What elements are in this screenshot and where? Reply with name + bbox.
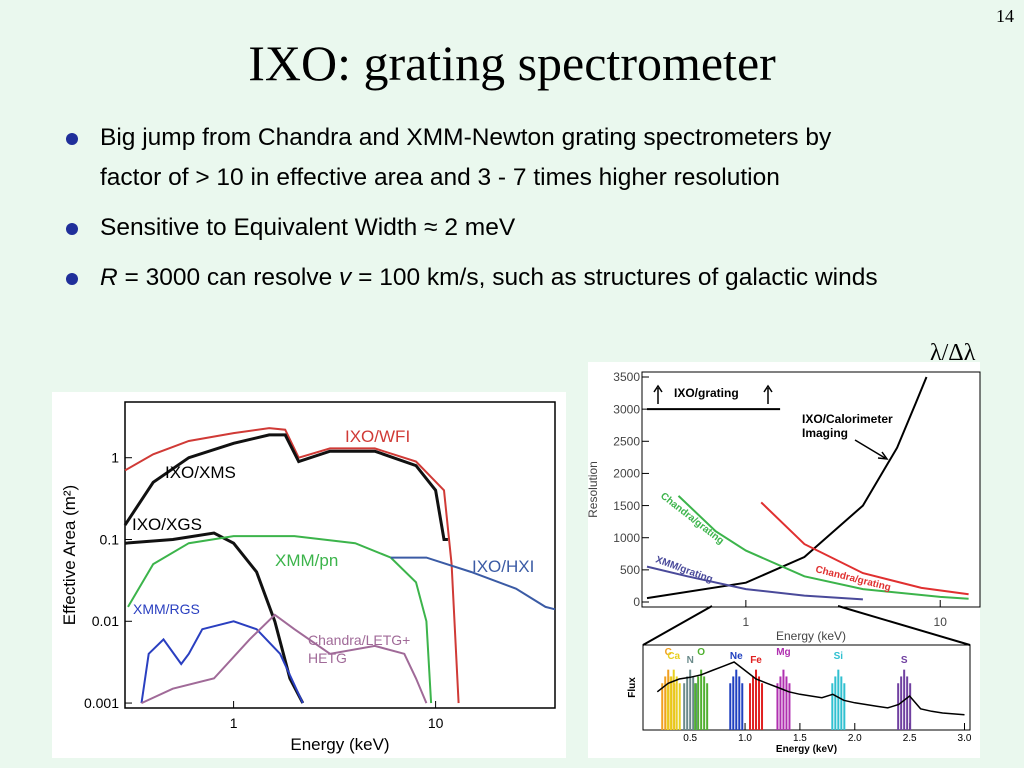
series-label: XMM/RGS [133, 601, 200, 617]
y-tick-label: 500 [620, 563, 640, 577]
series-line [646, 565, 863, 601]
series-line [677, 495, 969, 600]
bullet-text: = 100 km/s, such as structures of galact… [351, 264, 878, 291]
element-label: Fe [750, 655, 762, 666]
x-tick-label: 2.5 [903, 733, 917, 744]
series-label: IXO/Calorimeter Imaging [802, 412, 893, 440]
y-tick-label: 0.1 [100, 531, 120, 547]
spectrum-line [656, 661, 965, 716]
y-axis-label: Effective Area (m²) [60, 485, 79, 625]
element-label: Mg [776, 647, 790, 658]
y-axis-label: Flux [627, 677, 638, 698]
series-line [141, 613, 428, 705]
y-tick-label: 1 [111, 450, 119, 466]
x-tick-label: 10 [428, 715, 444, 731]
x-axis-label: Energy (keV) [290, 735, 389, 754]
bullet-text: Sensitive to Equivalent Width ≈ 2 meV [100, 214, 516, 241]
y-axis-label: Resolution [586, 461, 600, 518]
plot-frame [124, 401, 556, 709]
series-label: Chandra/LETG+ HETG [308, 632, 410, 666]
y-tick-label: 3500 [613, 370, 640, 384]
y-tick-label: 2000 [613, 467, 640, 481]
element-label: Ne [730, 651, 743, 662]
series-line [390, 556, 556, 611]
bullet-text: R [100, 264, 118, 291]
x-tick-label: 0.5 [683, 733, 697, 744]
y-tick-label: 0 [633, 595, 640, 609]
y-tick-label: 1000 [613, 531, 640, 545]
bullet-text: Big jump from Chandra and XMM-Newton gra… [100, 124, 832, 191]
element-label: O [697, 647, 705, 658]
element-label: S [901, 655, 908, 666]
element-label: Si [834, 651, 844, 662]
arrow [653, 384, 773, 404]
bullet-text: v [339, 264, 352, 291]
zoom-line [642, 605, 713, 646]
slide-title: IXO: grating spectrometer [248, 35, 776, 91]
series-line [123, 433, 448, 541]
page-number: 14 [996, 6, 1014, 26]
x-tick-label: 1 [743, 615, 750, 629]
element-label: C [665, 647, 672, 658]
series-label: IXO/XGS [132, 515, 202, 534]
series-line [646, 376, 928, 600]
series-line [124, 427, 460, 704]
series-label: IXO/WFI [345, 427, 410, 446]
series-label: IXO/HXI [472, 557, 534, 576]
y-tick-label: 2500 [613, 434, 640, 448]
series-label: IXO/XMS [165, 463, 236, 482]
x-tick-label: 3.0 [958, 733, 972, 744]
y-tick-label: 0.001 [84, 695, 119, 711]
bullet: R = 3000 can resolve v = 100 km/s, such … [60, 258, 880, 298]
y-tick-label: 1500 [613, 499, 640, 513]
series-line [140, 620, 304, 704]
x-axis-label: Energy (keV) [776, 629, 846, 643]
x-tick-label: 2.0 [848, 733, 862, 744]
element-label: Ca [667, 651, 680, 662]
series-line [127, 535, 433, 704]
bullet: Big jump from Chandra and XMM-Newton gra… [60, 118, 880, 198]
series-label: IXO/grating [674, 386, 739, 400]
x-tick-label: 1.5 [793, 733, 807, 744]
y-tick-label: 3000 [613, 402, 640, 416]
arrow [854, 439, 889, 460]
x-tick-label: 10 [934, 615, 948, 629]
x-axis-label: Energy (keV) [776, 744, 837, 755]
series-line [760, 501, 969, 596]
x-tick-label: 1.0 [738, 733, 752, 744]
zoom-line [837, 605, 971, 646]
y-tick-label: 0.01 [92, 613, 119, 629]
bullet-list: Big jump from Chandra and XMM-Newton gra… [60, 118, 880, 308]
x-tick-label: 1 [230, 715, 238, 731]
bullet: Sensitive to Equivalent Width ≈ 2 meV [60, 208, 880, 248]
plot-frame [641, 371, 981, 608]
bullet-text: = 3000 can resolve [117, 264, 340, 291]
plot-frame [642, 644, 971, 731]
element-label: N [687, 655, 694, 666]
series-label: XMM/pn [275, 551, 338, 570]
annotation: λ/Δλ [930, 340, 976, 366]
